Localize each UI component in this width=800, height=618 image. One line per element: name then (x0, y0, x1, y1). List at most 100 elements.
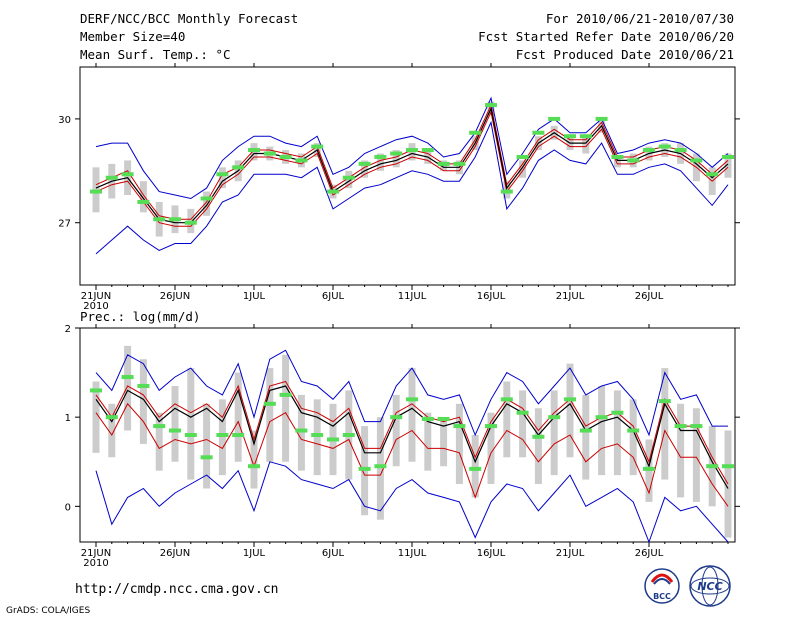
member-box (519, 160, 527, 178)
observed-mark (548, 116, 561, 121)
observed-mark (611, 410, 624, 415)
observed-mark (548, 415, 561, 420)
x-tick-label: 1JUL (243, 548, 266, 559)
y-tick-label: 27 (58, 219, 71, 230)
observed-mark (516, 154, 529, 159)
forecast-period: For 2010/06/21-2010/07/30 (545, 11, 734, 26)
member-box (582, 394, 590, 480)
observed-mark (358, 161, 371, 166)
observed-mark (121, 172, 134, 177)
envelope-max-line (95, 349, 728, 437)
member-box (629, 399, 637, 476)
plot-frame (79, 66, 736, 286)
observed-mark (374, 464, 387, 469)
observed-mark (532, 434, 545, 439)
observed-mark (406, 397, 418, 402)
member-box (218, 167, 226, 189)
observed-mark (184, 220, 197, 225)
x-tick-label: 16JUL (477, 291, 506, 302)
observed-mark (643, 148, 655, 153)
observed-mark (232, 165, 245, 170)
x-tick-label: 11JUL (398, 291, 427, 302)
observed-mark (485, 103, 497, 108)
observed-mark (579, 134, 592, 139)
observed-mark (706, 172, 719, 177)
observed-mark (627, 428, 640, 433)
member-box (661, 368, 669, 480)
observed-mark (406, 148, 418, 153)
observed-mark (722, 154, 734, 159)
member-box (155, 412, 163, 471)
member-box (376, 417, 384, 520)
observed-mark (674, 148, 687, 153)
member-box (455, 403, 463, 485)
member-box (471, 435, 479, 498)
observed-mark (169, 217, 181, 222)
member-box (519, 390, 527, 458)
plot-frame (79, 327, 736, 543)
x-tick-label: 6JUL (322, 548, 345, 559)
precipitation-panel: 21JUN 26JUN 1JUL 6JUL 11JUL 16JUL 21JUL 26JUL20… (65, 324, 740, 569)
observed-mark (421, 148, 434, 153)
member-box (203, 403, 211, 489)
observed-mark (153, 217, 166, 222)
observed-mark (358, 466, 371, 471)
x-tick-label: 6JUL (322, 291, 345, 302)
member-box (266, 368, 274, 462)
observed-mark (485, 424, 497, 429)
observed-mark (121, 375, 134, 380)
observed-mark (595, 116, 608, 121)
grads-credit: GrADS: COLA/IGES (6, 606, 91, 616)
member-box (424, 412, 432, 471)
observed-mark (311, 433, 324, 437)
observed-mark (232, 433, 245, 437)
spread-lower-line (95, 402, 729, 507)
year-label: 2010 (83, 301, 108, 312)
observed-mark (706, 464, 719, 469)
observed-mark (200, 196, 213, 201)
observed-mark (216, 172, 229, 177)
temperature-panel: 21JUN 26JUN 1JUL 6JUL 11JUL 16JUL 21JUL 26JUL 20… (58, 63, 740, 312)
x-tick-label: 21JUL (556, 291, 585, 302)
member-size-label: Member Size=40 (80, 29, 186, 44)
observed-mark (437, 416, 450, 421)
observed-mark (342, 175, 355, 180)
member-box (218, 399, 226, 476)
observed-mark (248, 464, 260, 469)
member-box (108, 403, 116, 458)
observed-mark (421, 416, 434, 421)
y-tick-label: 30 (58, 115, 71, 126)
source-url[interactable]: http://cmdp.ncc.cma.gov.cn (75, 582, 279, 597)
observed-mark (311, 144, 324, 149)
observed-mark (469, 130, 482, 135)
member-box (297, 394, 305, 471)
observed-mark (137, 199, 150, 204)
observed-mark (200, 455, 213, 460)
observed-mark (611, 154, 624, 159)
x-tick-label: 26JUL (635, 548, 664, 559)
observed-mark (437, 161, 450, 166)
x-tick-label: 26JUN (160, 548, 190, 559)
x-tick-label: 26JUL (635, 291, 664, 302)
observed-mark (327, 437, 339, 442)
member-box (282, 354, 290, 462)
observed-mark (690, 158, 703, 163)
member-box (171, 385, 179, 462)
observed-mark (105, 175, 118, 180)
observed-mark (658, 144, 671, 149)
member-box (724, 153, 732, 178)
bcc-logo: BCC (644, 568, 680, 604)
observed-mark (90, 388, 102, 393)
envelope-min-line (95, 461, 729, 544)
member-box (203, 191, 211, 216)
observed-mark (295, 428, 308, 433)
observed-mark (263, 151, 276, 156)
bcc-logo-text: BCC (653, 592, 671, 601)
observed-mark (153, 424, 166, 429)
observed-mark (500, 189, 513, 194)
observed-mark (453, 161, 466, 166)
observed-mark (184, 433, 197, 437)
variable-label: Mean Surf. Temp.: °C (80, 47, 231, 62)
observed-mark (643, 466, 655, 471)
